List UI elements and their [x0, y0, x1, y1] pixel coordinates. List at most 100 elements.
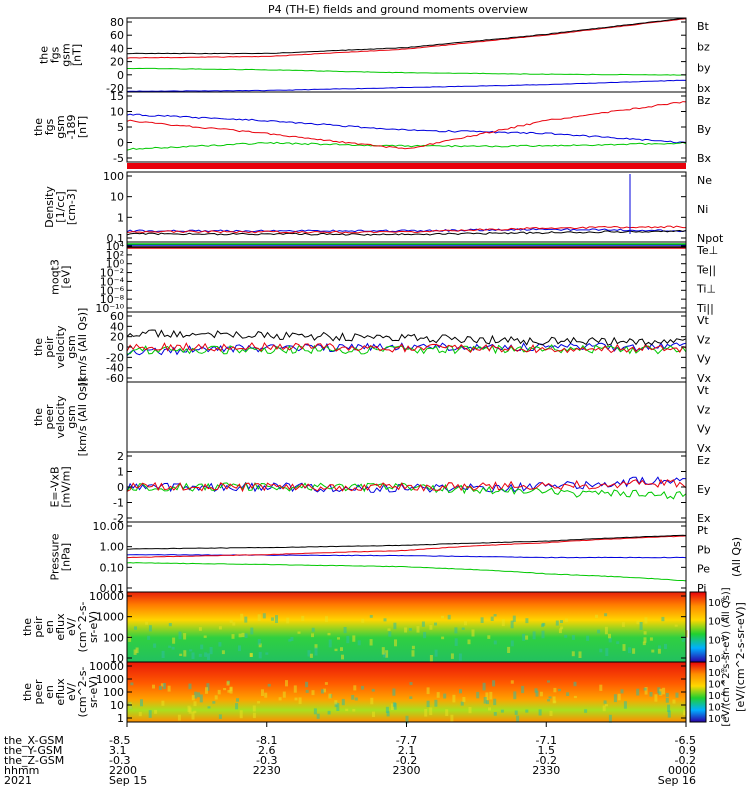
- spectrogram-texture: [539, 691, 543, 697]
- spectrogram-texture: [294, 697, 298, 701]
- legend-Vz: Vz: [697, 333, 711, 346]
- spectrogram-texture: [134, 626, 137, 630]
- spectrogram-texture: [212, 701, 216, 704]
- spectrogram-texture: [205, 687, 208, 694]
- spectrogram-texture: [683, 636, 687, 640]
- y-tick-label: 10⁻⁴: [100, 275, 125, 288]
- series-efield-Ey: [126, 481, 687, 500]
- series-fgs_gsm-bx: [126, 79, 687, 92]
- spectrogram-texture: [381, 647, 385, 655]
- spectrogram-texture: [608, 714, 612, 723]
- y-tick-label: 0.01: [100, 582, 125, 595]
- y-label-line: the: [21, 683, 34, 701]
- spectrogram-texture: [231, 634, 235, 639]
- spectrogram-texture: [493, 698, 497, 706]
- x-tick-label: 2230: [253, 764, 281, 777]
- y-label-line: gsm: [60, 43, 73, 66]
- y-tick-label: 10: [110, 699, 124, 712]
- spectrogram-texture: [604, 613, 608, 617]
- status-bar: [127, 163, 686, 169]
- spectrogram-texture: [313, 708, 317, 715]
- spectrogram-texture: [621, 622, 625, 627]
- legend-Ne: Ne: [697, 174, 712, 187]
- spectrogram-texture: [207, 706, 211, 709]
- x-tick-label: -8.5: [109, 734, 130, 747]
- colorbar: [689, 661, 707, 723]
- y-tick-label: 1.00: [100, 541, 125, 554]
- spectrogram-texture: [586, 635, 590, 641]
- legend-Vy: Vy: [697, 423, 711, 436]
- y-label-line: en: [43, 620, 56, 634]
- spectrogram-texture: [488, 707, 491, 711]
- spectrogram-texture: [271, 617, 274, 621]
- spectrogram-texture: [541, 630, 545, 639]
- spectrogram-texture: [434, 649, 438, 657]
- y-tick-label: 10²: [106, 249, 124, 262]
- spectrogram-texture: [197, 692, 201, 698]
- y-label-line: moqt3: [49, 259, 62, 295]
- x-tick-label: 0000: [668, 764, 696, 777]
- spectrogram-texture: [665, 697, 669, 703]
- spectrogram-texture: [262, 613, 266, 619]
- spectrogram-texture: [450, 653, 454, 659]
- y-tick-label: 1: [117, 211, 124, 224]
- y-label-line: Pressure: [49, 533, 62, 580]
- series-pressure-Pi: [126, 554, 687, 559]
- x-tick-label: 2.6: [258, 744, 276, 757]
- y-tick-label: -1: [113, 497, 124, 510]
- legend-Te⊥: Te⊥: [696, 244, 718, 257]
- spectrogram-texture: [183, 650, 187, 657]
- legend-Pt: Pt: [697, 524, 709, 537]
- y-label-line: [1/cc]: [54, 191, 67, 222]
- spectrogram-texture: [643, 687, 647, 691]
- y-tick-label: -20: [106, 82, 124, 95]
- spectrogram-texture: [599, 648, 603, 653]
- spectrogram-texture: [489, 691, 493, 700]
- spectrogram-texture: [328, 693, 332, 699]
- spectrogram-peer_spec: [127, 662, 686, 722]
- y-tick-label: 0: [117, 481, 124, 494]
- spectrogram-texture: [191, 695, 195, 701]
- x-tick-label: 2200: [109, 764, 137, 777]
- x-tick-label: Sep 15: [109, 774, 147, 787]
- spectrogram-texture: [564, 634, 568, 638]
- spectrogram-texture: [341, 654, 344, 660]
- series-pressure-Pb: [126, 535, 687, 559]
- spectrogram-texture: [334, 700, 338, 705]
- legend-Ti||: Ti||: [696, 302, 714, 315]
- legend-Ex: Ex: [697, 512, 711, 525]
- spectrogram-texture: [238, 645, 241, 652]
- spectrogram-texture: [241, 632, 245, 638]
- y-label-line: fgs: [43, 118, 56, 135]
- spectrogram-texture: [667, 704, 671, 712]
- x-tick-label: Sep 16: [658, 774, 696, 787]
- spectrogram-texture: [636, 688, 640, 696]
- spectrogram-texture: [525, 618, 529, 624]
- spectrogram-texture: [411, 650, 415, 657]
- y-label-line: Density: [43, 186, 56, 228]
- spectrogram-texture: [408, 628, 412, 631]
- spectrogram-texture: [555, 620, 559, 626]
- spectrogram-texture: [566, 692, 570, 696]
- spectrogram-texture: [560, 620, 563, 623]
- y-tick-label: 0: [117, 69, 124, 82]
- legend-Pb: Pb: [697, 543, 711, 556]
- spectrogram-texture: [462, 697, 466, 703]
- spectrogram-texture: [258, 651, 262, 659]
- y-tick-label: 10⁻¹⁰: [95, 302, 124, 315]
- spectrogram-texture: [239, 710, 243, 719]
- spectrogram-texture: [361, 685, 364, 690]
- spectrogram-texture: [604, 626, 608, 635]
- y-tick-label: -2: [113, 512, 124, 525]
- spectrogram-texture: [327, 710, 331, 715]
- spectrogram-texture: [320, 689, 324, 694]
- spectrogram-texture: [464, 621, 467, 626]
- spectrogram-texture: [353, 685, 357, 691]
- spectrogram-texture: [275, 615, 278, 623]
- spectrogram-texture: [209, 647, 213, 655]
- spectrogram-texture: [636, 620, 640, 625]
- spectrogram-texture: [198, 653, 202, 657]
- y-tick-label: 40: [110, 42, 124, 55]
- spectrogram-texture: [340, 647, 343, 651]
- legend-Ni: Ni: [697, 203, 708, 216]
